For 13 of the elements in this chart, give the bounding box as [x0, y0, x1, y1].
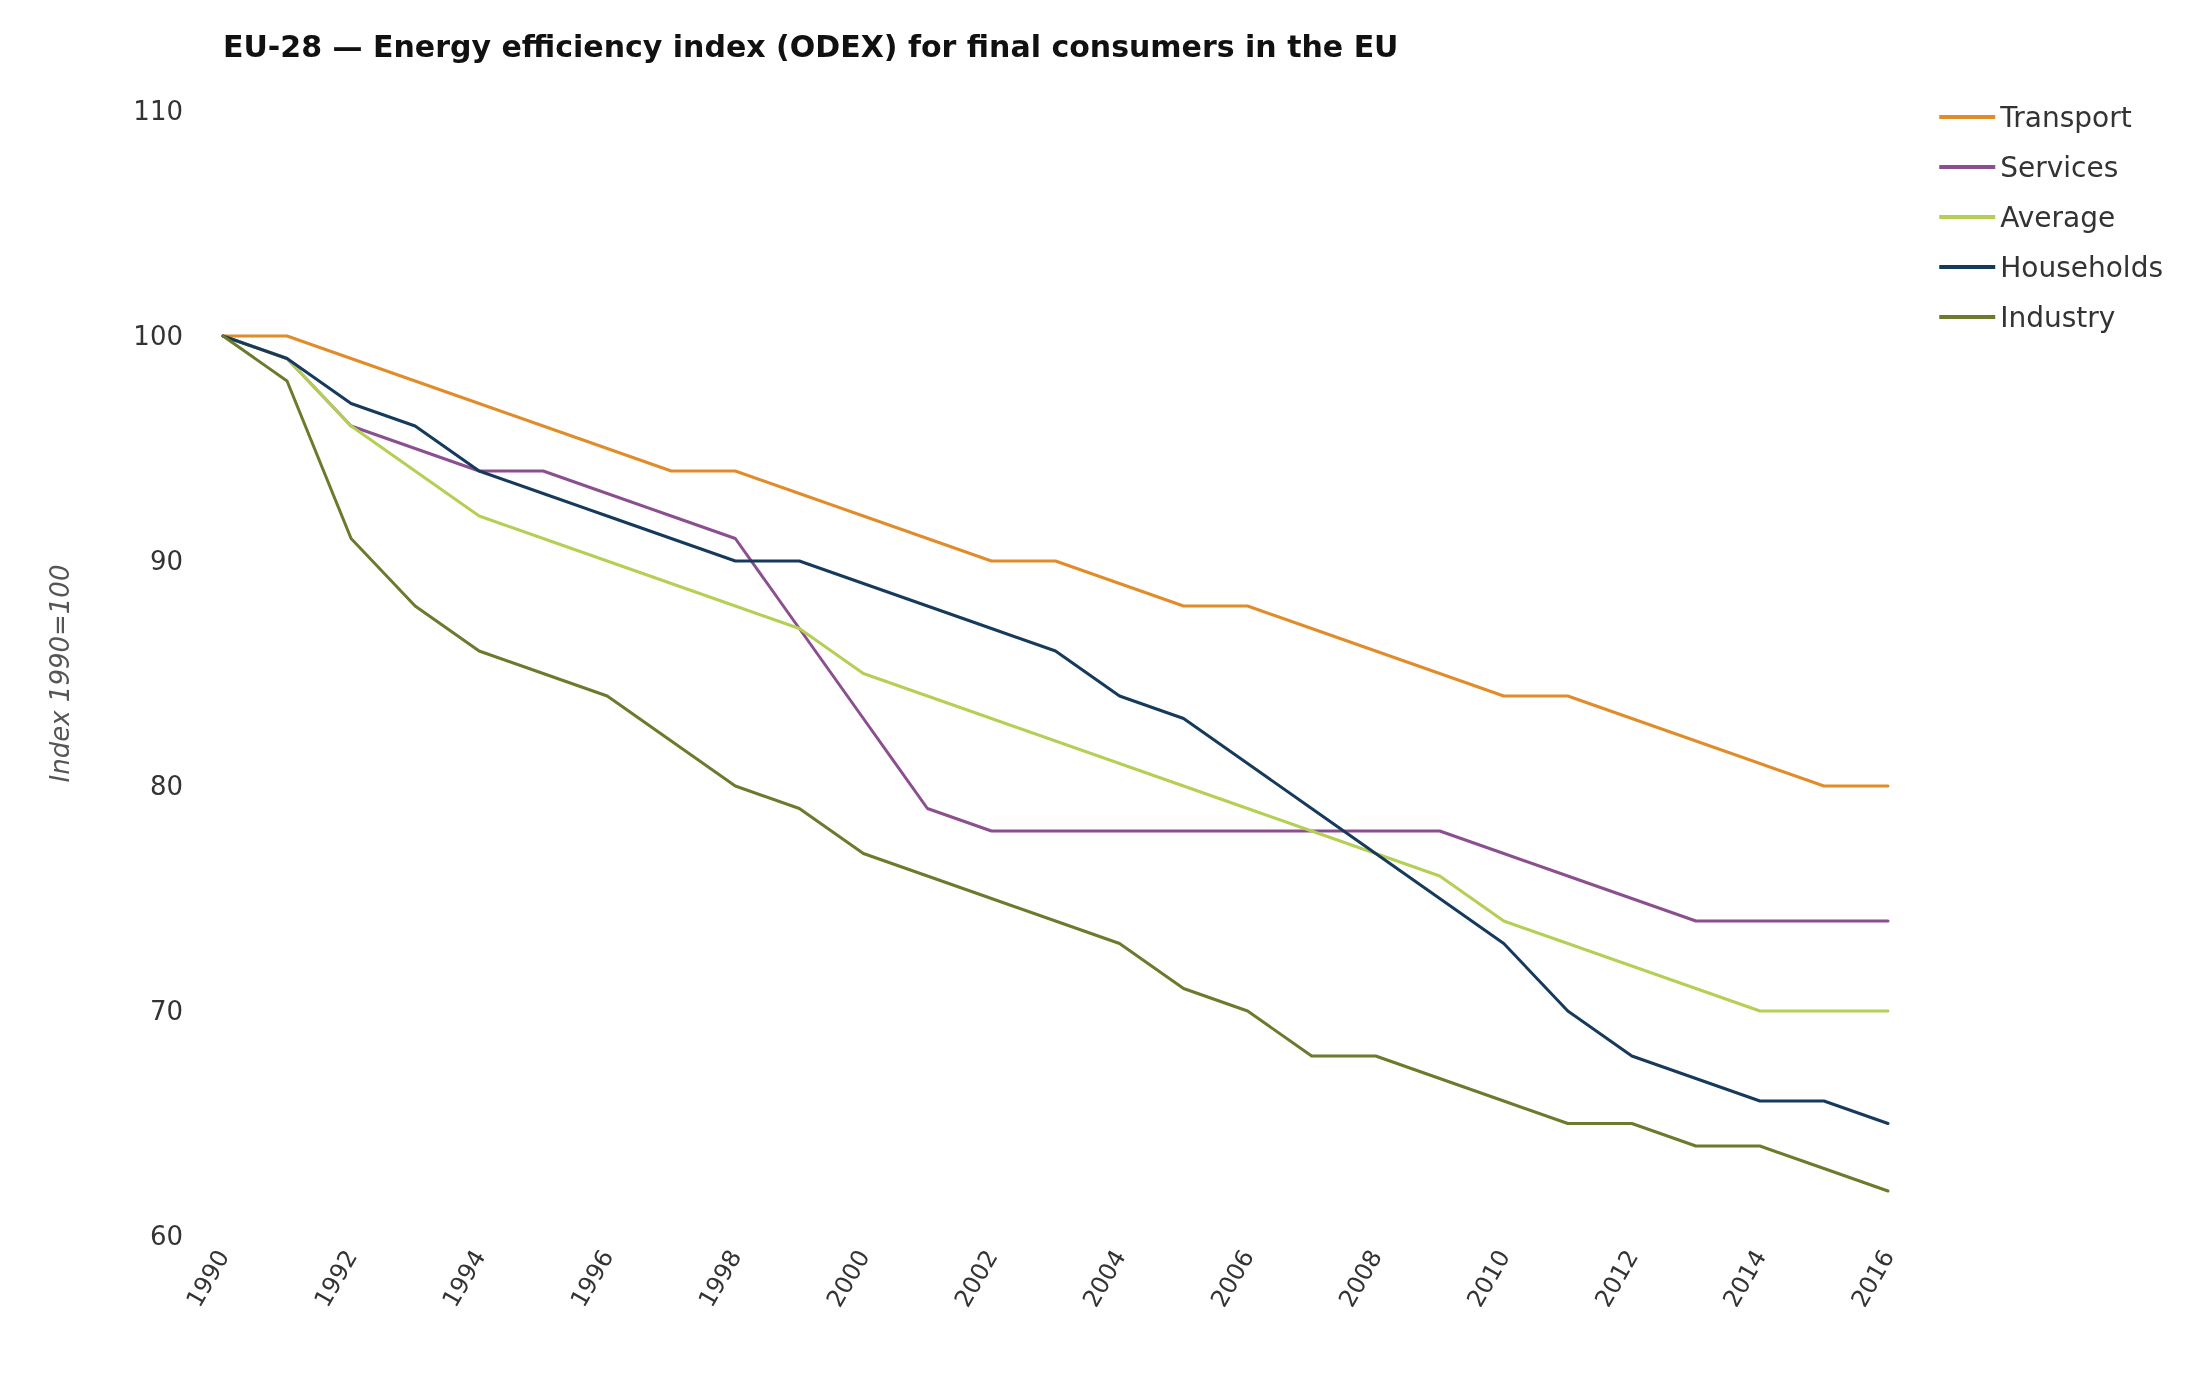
legend-label: Services: [2000, 150, 2119, 184]
legend-label: Industry: [2000, 300, 2116, 334]
y-axis-title: Index 1990=100: [45, 564, 75, 783]
y-tick-label: 90: [149, 546, 183, 576]
legend-label: Transport: [1999, 100, 2132, 134]
y-tick-label: 110: [133, 96, 183, 126]
y-tick-label: 100: [133, 321, 183, 351]
chart-title: EU-28 — Energy efficiency index (ODEX) for final consumers in the EU: [223, 28, 1399, 64]
y-tick-label: 80: [149, 771, 183, 801]
y-tick-label: 70: [149, 996, 183, 1026]
y-tick-label: 60: [149, 1221, 183, 1251]
legend-label: Households: [2000, 250, 2163, 284]
legend-label: Average: [2000, 200, 2116, 234]
